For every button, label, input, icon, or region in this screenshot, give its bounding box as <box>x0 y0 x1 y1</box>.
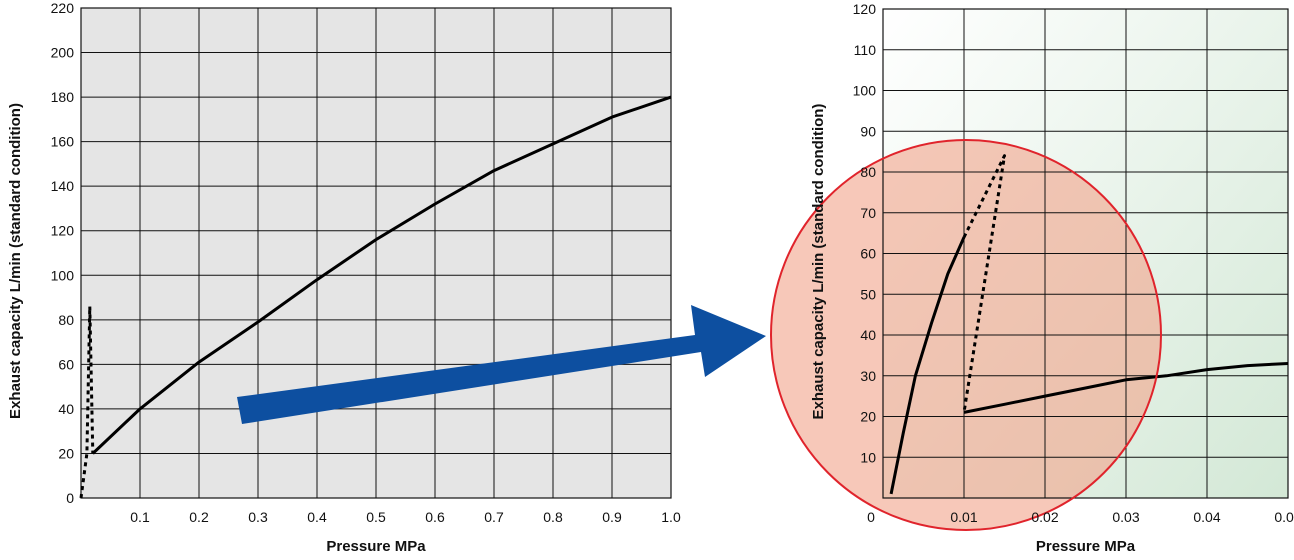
x-axis-title: Pressure MPa <box>326 538 426 555</box>
series-solid-line-0 <box>889 236 966 495</box>
x-tick-label: 0.05 <box>1274 509 1294 525</box>
x-tick-label: 0.5 <box>366 509 386 525</box>
series-dotted-line-1 <box>79 305 95 499</box>
y-tick-label: 60 <box>860 246 876 262</box>
zoom-arrow-shape <box>237 305 766 424</box>
series-solid-line-2 <box>963 362 1289 414</box>
y-tick-label: 110 <box>854 42 877 58</box>
y-axis-title: Exhaust capacity L/min (standard conditi… <box>7 103 24 419</box>
y-tick-label: 100 <box>51 267 75 283</box>
y-tick-label: 220 <box>51 0 75 16</box>
y-tick-label: 20 <box>58 445 74 461</box>
plot-frame <box>80 7 672 499</box>
y-tick-label: 70 <box>860 205 876 221</box>
y-tick-label: 100 <box>853 83 877 99</box>
right-chart: 0 0.01 0.02 0.03 0.04 0.05 10 20 30 40 50 60 70 80 90 1… <box>770 1 1294 555</box>
y-axis-title: Exhaust capacity L/min (standard conditi… <box>810 104 827 420</box>
x-tick-label: 0.02 <box>1031 509 1058 525</box>
y-tick-label: 80 <box>860 164 876 180</box>
x-tick-label: 0.4 <box>307 509 327 525</box>
y-tick-label: 40 <box>58 401 74 417</box>
x-tick-label: 0.8 <box>543 509 563 525</box>
y-tick-label: 180 <box>51 89 75 105</box>
x-axis-title: Pressure MPa <box>1036 538 1136 555</box>
y-tick-label: 10 <box>860 449 876 465</box>
y-tick-label: 160 <box>51 134 75 150</box>
y-tick-label: 80 <box>58 312 74 328</box>
y-tick-label: 50 <box>860 286 876 302</box>
left-chart: 0.1 0.2 0.3 0.4 0.5 0.6 0.7 0.8 0.9 1.0 0 20 40 60 80 1… <box>7 0 681 555</box>
y-tick-label: 20 <box>860 409 876 425</box>
y-tick-label: 120 <box>853 1 877 17</box>
x-tick-label: 0.7 <box>484 509 504 525</box>
x-tick-label: 0.6 <box>425 509 445 525</box>
x-tick-label: 1.0 <box>661 509 681 525</box>
x-tick-label: 0 <box>867 509 875 525</box>
x-tick-label: 0.04 <box>1193 509 1220 525</box>
x-tick-label: 0.03 <box>1112 509 1139 525</box>
plot-frame <box>882 8 1289 499</box>
zoom-arrow <box>237 305 766 424</box>
y-tick-label: 120 <box>51 223 75 239</box>
x-tick-label: 0.9 <box>602 509 622 525</box>
series-dotted-line-1 <box>962 154 1006 413</box>
y-tick-label: 60 <box>58 356 74 372</box>
y-tick-label: 200 <box>51 45 75 61</box>
y-tick-label: 90 <box>860 123 876 139</box>
series-solid-line-0 <box>91 95 672 455</box>
x-tick-label: 0.3 <box>248 509 268 525</box>
y-tick-label: 140 <box>51 178 75 194</box>
x-tick-label: 0.01 <box>950 509 977 525</box>
highlight-circle-outline <box>770 139 1162 531</box>
x-tick-label: 0.1 <box>130 509 150 525</box>
x-tick-label: 0.2 <box>189 509 209 525</box>
y-tick-label: 40 <box>860 327 876 343</box>
y-tick-label: 30 <box>860 368 876 384</box>
y-tick-label: 0 <box>66 490 74 506</box>
